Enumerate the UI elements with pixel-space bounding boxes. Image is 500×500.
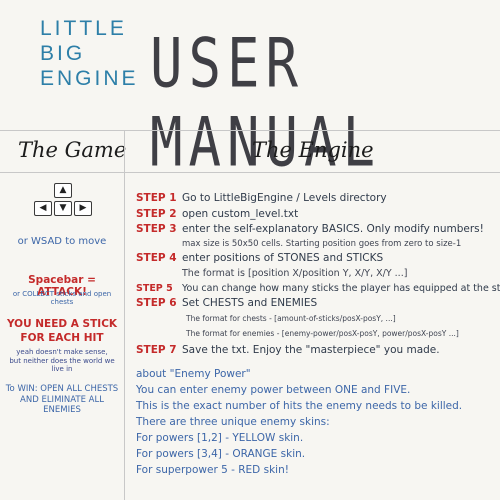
win-line-2: AND ELIMINATE ALL ENEMIES — [20, 395, 104, 415]
logo-line-1: LITTLE — [40, 17, 127, 40]
logo: LITTLE BIG ENGINE — [40, 16, 139, 91]
need-stick-line-1: YOU NEED A STICK — [6, 318, 118, 330]
step-text: open custom_level.txt — [182, 208, 299, 220]
logo-line-2: BIG — [40, 42, 86, 65]
note-line-2: but neither does the world we live in — [9, 357, 115, 373]
step-tag: STEP 5 — [136, 283, 173, 294]
enemy-power-line-6: For superpower 5 - RED skin! — [136, 464, 289, 476]
divider-columns — [124, 130, 125, 500]
enemy-power-line-4: For powers [1,2] - YELLOW skin. — [136, 432, 304, 444]
step-tag: STEP 1 — [136, 192, 177, 204]
enemy-power-line-5: For powers [3,4] - ORANGE skin. — [136, 448, 306, 460]
enemy-power-line-1: You can enter enemy power between ONE an… — [136, 384, 411, 396]
step-2: STEP 2 open custom_level.txt — [136, 208, 298, 221]
enemy-power-heading: about "Enemy Power" — [136, 368, 251, 380]
step-6: STEP 6 Set CHESTS and ENEMIES — [136, 297, 317, 310]
arrow-right-key-icon: ▶ — [74, 201, 92, 216]
step-1: STEP 1 Go to LittleBigEngine / Levels dir… — [136, 192, 387, 205]
step-6-note-chests: The format for chests - [amount-of-stick… — [186, 314, 396, 323]
page-title: USER MANUAL — [150, 24, 382, 182]
need-stick-line-2: FOR EACH HIT — [20, 332, 104, 344]
spacebar-text: Spacebar = ATTACK! — [28, 274, 96, 298]
step-text: Go to LittleBigEngine / Levels directory — [182, 192, 387, 204]
win-line-1: To WIN: OPEN ALL CHESTS — [5, 384, 119, 394]
step-text: enter the self-explanatory BASICS. Only … — [182, 223, 484, 235]
step-tag: STEP 4 — [136, 252, 177, 264]
divider-sections — [0, 172, 500, 173]
note-line-1: yeah doesn't make sense, — [16, 348, 108, 356]
collect-text: or COLLECT sticks and open chests — [12, 290, 112, 306]
step-tag: STEP 6 — [136, 297, 177, 309]
arrow-down-key-icon: ▼ — [54, 201, 72, 216]
step-3: STEP 3 enter the self-explanatory BASICS.… — [136, 223, 484, 236]
section-title-game: The Game — [18, 138, 127, 162]
step-text: You can change how many sticks the playe… — [182, 283, 500, 294]
step-7: STEP 7 Save the txt. Enjoy the "masterpie… — [136, 344, 440, 357]
step-4-note: The format is [position X/position Y, X/… — [182, 268, 408, 279]
enemy-power-line-2: This is the exact number of hits the ene… — [136, 400, 463, 412]
step-tag: STEP 7 — [136, 344, 177, 356]
enemy-power-line-3: There are three unique enemy skins: — [136, 416, 330, 428]
step-6-note-enemies: The format for enemies - [enemy-power/po… — [186, 329, 459, 338]
arrow-keys: ▲ ◀ ▼ ▶ — [24, 183, 104, 227]
divider-top — [0, 130, 500, 131]
step-text: Set CHESTS and ENEMIES — [182, 297, 318, 309]
step-3-note: max size is 50x50 cells. Starting positi… — [182, 239, 462, 249]
step-tag: STEP 2 — [136, 208, 177, 220]
step-tag: STEP 3 — [136, 223, 177, 235]
step-5: STEP 5 You can change how many sticks the… — [136, 282, 500, 295]
section-title-engine: The Engine — [252, 138, 374, 162]
move-text: or WSAD to move — [17, 236, 107, 247]
arrow-up-key-icon: ▲ — [54, 183, 72, 198]
step-text: enter positions of STONES and STICKS — [182, 252, 384, 264]
logo-line-3: ENGINE — [40, 67, 139, 90]
step-text: Save the txt. Enjoy the "masterpiece" yo… — [182, 344, 440, 356]
step-4: STEP 4 enter positions of STONES and STIC… — [136, 252, 383, 265]
arrow-left-key-icon: ◀ — [34, 201, 52, 216]
